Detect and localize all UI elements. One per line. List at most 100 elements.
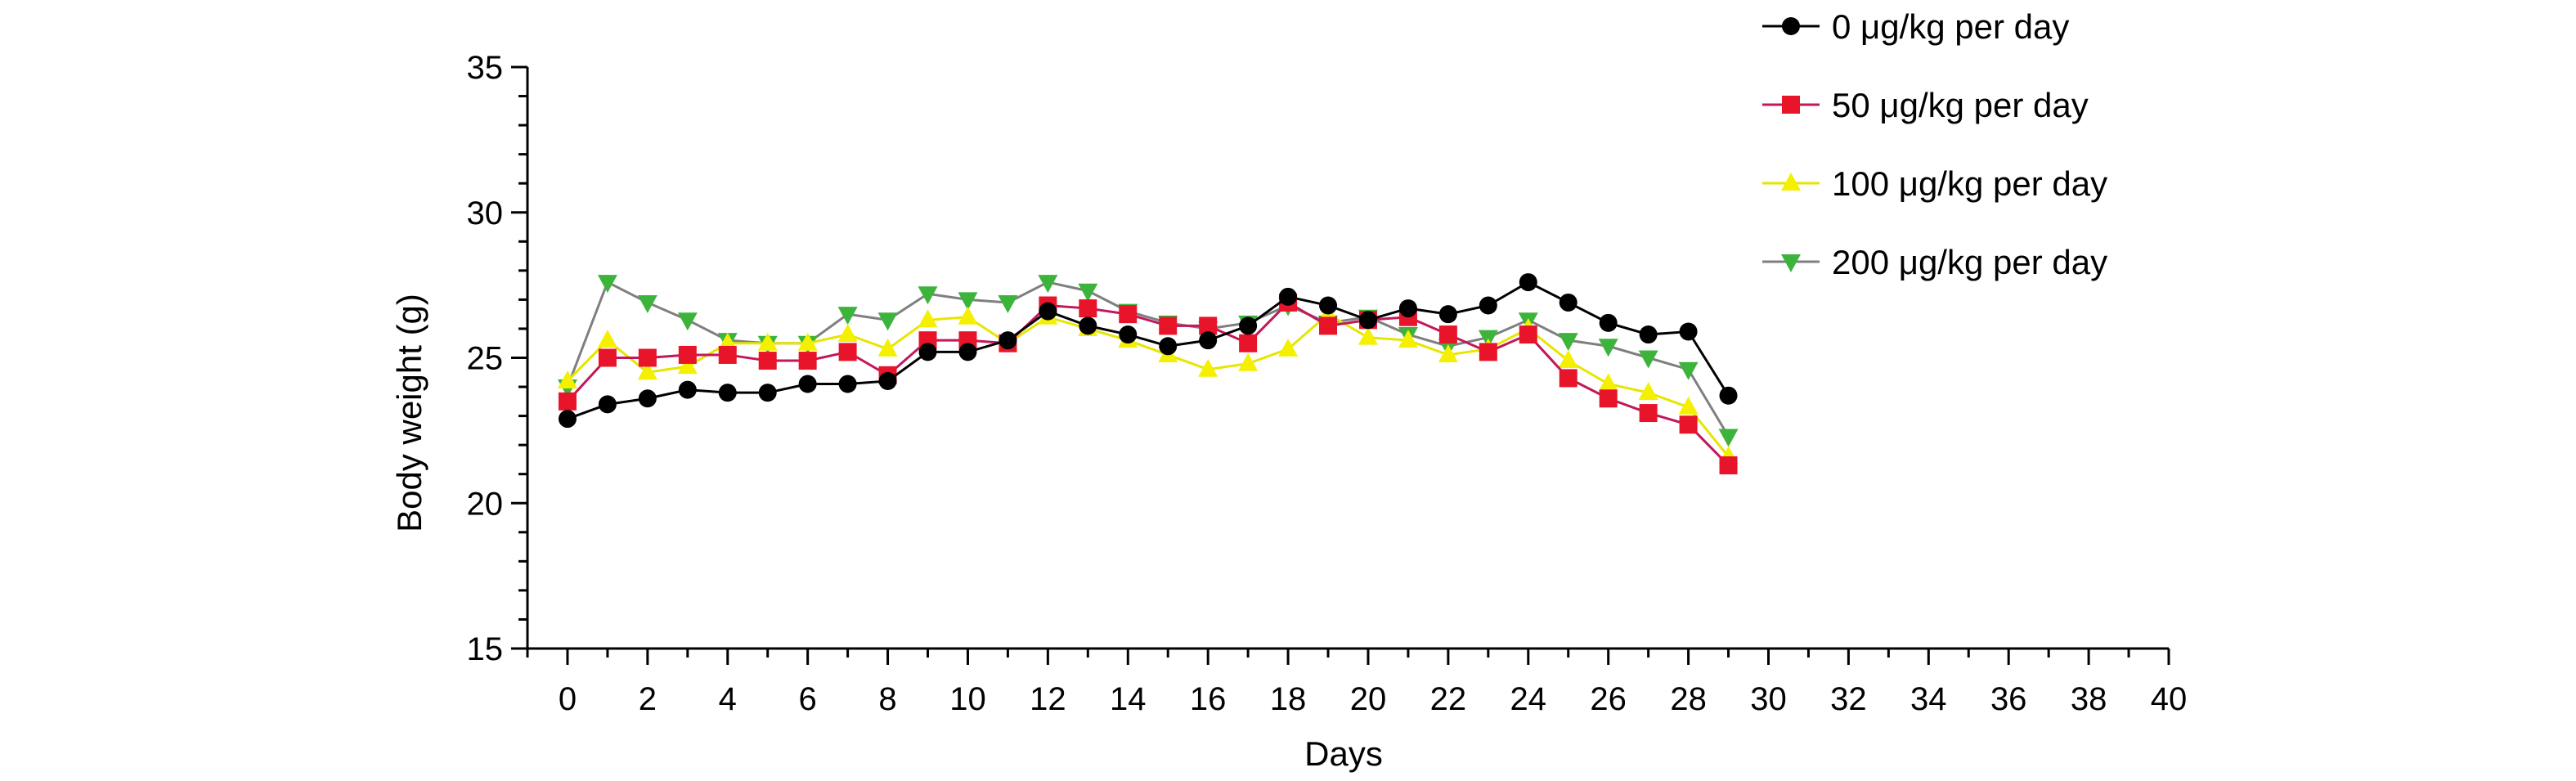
y-axis-label: Body weight (g): [390, 294, 429, 532]
data-point: [1199, 316, 1218, 335]
x-tick-label: 18: [1270, 681, 1307, 717]
legend-item-0: 0 μg/kg per day: [1762, 7, 2069, 46]
data-point: [837, 324, 858, 343]
data-point: [1558, 333, 1578, 352]
data-point: [1119, 305, 1138, 324]
data-point: [918, 286, 938, 305]
x-tick-label: 2: [639, 681, 657, 717]
data-point: [1039, 302, 1057, 321]
data-point: [1358, 326, 1378, 345]
data-point: [638, 348, 657, 367]
data-point: [1119, 325, 1138, 344]
legend-marker: [1782, 96, 1800, 114]
data-point: [677, 356, 698, 375]
data-point: [838, 343, 857, 361]
data-point: [1398, 299, 1417, 318]
x-tick-label: 38: [2071, 681, 2107, 717]
data-point: [678, 380, 697, 399]
data-point: [1199, 331, 1218, 350]
data-point: [878, 371, 897, 390]
data-point: [1519, 273, 1537, 292]
data-point: [1638, 350, 1658, 369]
data-point: [918, 343, 937, 361]
x-tick-label: 32: [1830, 681, 1867, 717]
data-point: [918, 309, 938, 328]
data-point: [1559, 293, 1577, 312]
data-point: [1238, 352, 1259, 371]
data-point: [598, 395, 617, 414]
data-point: [958, 292, 978, 311]
data-point: [1678, 361, 1699, 380]
data-point: [558, 392, 577, 411]
y-tick-label: 20: [467, 486, 504, 522]
data-point: [758, 352, 777, 370]
data-point: [1239, 334, 1258, 352]
data-point: [1239, 316, 1258, 335]
legend-marker: [1781, 173, 1801, 191]
data-point: [1398, 330, 1418, 348]
x-tick-label: 20: [1350, 681, 1387, 717]
data-point: [637, 294, 657, 313]
data-point: [677, 312, 698, 331]
x-tick-label: 16: [1190, 681, 1227, 717]
legend: 0 μg/kg per day 50 μg/kg per day 100 μg/kg…: [1762, 7, 2107, 281]
data-point: [1639, 404, 1658, 423]
x-tick-label: 22: [1430, 681, 1467, 717]
y-tick-label: 15: [467, 631, 504, 667]
data-point: [1438, 325, 1457, 344]
x-tick-label: 10: [949, 681, 986, 717]
data-point: [1278, 338, 1299, 357]
legend-item-3: 200 μg/kg per day: [1762, 243, 2107, 281]
data-point: [1038, 275, 1058, 294]
series-line: [566, 312, 1730, 458]
x-axis-label: Days: [1304, 734, 1383, 773]
data-point: [1679, 322, 1698, 341]
data-point: [1639, 325, 1658, 344]
data-point: [1559, 369, 1577, 388]
x-tick-label: 30: [1750, 681, 1787, 717]
data-point: [1719, 456, 1738, 475]
data-point: [557, 370, 577, 388]
data-point: [958, 343, 977, 361]
legend-label: 0 μg/kg per day: [1832, 7, 2069, 46]
legend-item-1: 50 μg/kg per day: [1762, 86, 2089, 124]
legend-label: 100 μg/kg per day: [1832, 164, 2107, 203]
series-1: [558, 293, 1738, 475]
data-point: [1599, 389, 1618, 408]
data-point: [718, 345, 737, 364]
x-tick-label: 6: [799, 681, 817, 717]
data-point: [1719, 386, 1738, 405]
x-tick-label: 24: [1510, 681, 1547, 717]
data-point: [837, 307, 858, 325]
data-point: [1198, 358, 1218, 377]
y-tick-label: 35: [467, 50, 504, 86]
x-tick-label: 34: [1910, 681, 1947, 717]
data-point: [1679, 415, 1698, 434]
series-layer: [557, 273, 1739, 475]
data-point: [999, 331, 1017, 350]
y-tick-label: 30: [467, 195, 504, 231]
data-point: [597, 275, 617, 294]
legend-label: 50 μg/kg per day: [1832, 86, 2089, 124]
data-point: [1599, 313, 1618, 332]
data-point: [637, 361, 657, 380]
x-tick-label: 26: [1590, 681, 1627, 717]
x-tick-label: 0: [559, 681, 577, 717]
x-tick-label: 40: [2151, 681, 2188, 717]
data-point: [1598, 373, 1618, 392]
x-tick-label: 36: [1990, 681, 2027, 717]
data-point: [1558, 350, 1578, 369]
data-point: [838, 375, 857, 393]
x-tick-label: 12: [1030, 681, 1066, 717]
series-line: [566, 280, 1730, 438]
data-point: [797, 332, 818, 351]
data-point: [1678, 396, 1699, 415]
data-point: [1479, 343, 1497, 361]
data-point: [1479, 296, 1497, 315]
data-point: [758, 384, 777, 402]
legend-label: 200 μg/kg per day: [1832, 243, 2107, 281]
y-tick-label: 25: [467, 341, 504, 377]
data-point: [1319, 316, 1338, 335]
legend-marker: [1782, 17, 1800, 35]
